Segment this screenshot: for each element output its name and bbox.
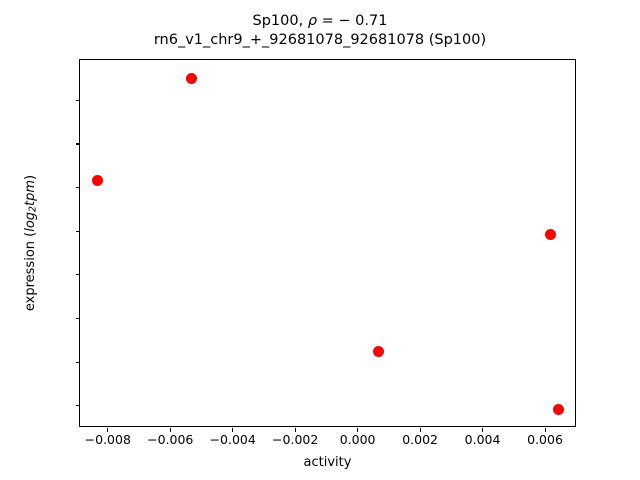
y-axis-tick-mark [76,274,80,276]
y-axis-tick-mark [76,317,80,320]
plot-axes-frame: −0.10.00.10.20.30.40.50.6−0.008−0.006−0.… [76,59,576,446]
x-axis-label: activity [303,455,352,470]
x-axis-tick-label: −0.006 [147,432,194,447]
y-axis-tick-mark [76,143,80,145]
chart-title-subtitle: rn6_v1_chr9_+_92681078_92681078 (Sp100) [153,32,487,48]
y-axis-tick-mark [76,230,80,232]
scatter-point [92,174,104,186]
x-axis-tick-mark [294,428,296,432]
scatter-point [373,345,385,357]
x-axis-tick-mark [419,428,421,432]
x-axis-tick-label: 0.002 [402,432,438,447]
y-axis-tick-mark [76,405,80,407]
rho-symbol: ρ [307,13,318,29]
y-axis-tick-mark [76,187,80,189]
plot-data-area [80,60,575,426]
x-axis-tick-label: −0.008 [84,432,131,447]
x-axis-tick-label: 0.004 [464,432,501,447]
x-axis-tick-label: 0.000 [339,432,376,447]
x-axis-tick-label: −0.002 [272,432,319,447]
y-axis-tick-mark [76,99,80,101]
chart-title-main: Sp100, ρ = − 0.71 [252,13,388,29]
x-axis-tick-mark [232,428,234,432]
x-axis-tick-label: −0.004 [209,432,256,447]
x-axis-tick-label: 0.006 [527,432,563,447]
x-axis-tick-mark [357,428,359,432]
x-axis-tick-mark [544,428,546,432]
scatter-point [545,229,557,241]
scatter-point [185,72,197,84]
y-axis-label: expression (log2tpm) [23,174,39,312]
chart-title: Sp100, ρ = − 0.71 rn6_v1_chr9_+_92681078… [0,12,640,50]
x-axis-tick-mark [169,428,171,432]
scatter-point [552,403,564,415]
x-axis-tick-mark [107,428,109,432]
x-axis-tick-mark [482,428,484,432]
log2tpm-units: log2tpm [23,179,39,232]
y-axis-tick-mark [76,361,80,363]
